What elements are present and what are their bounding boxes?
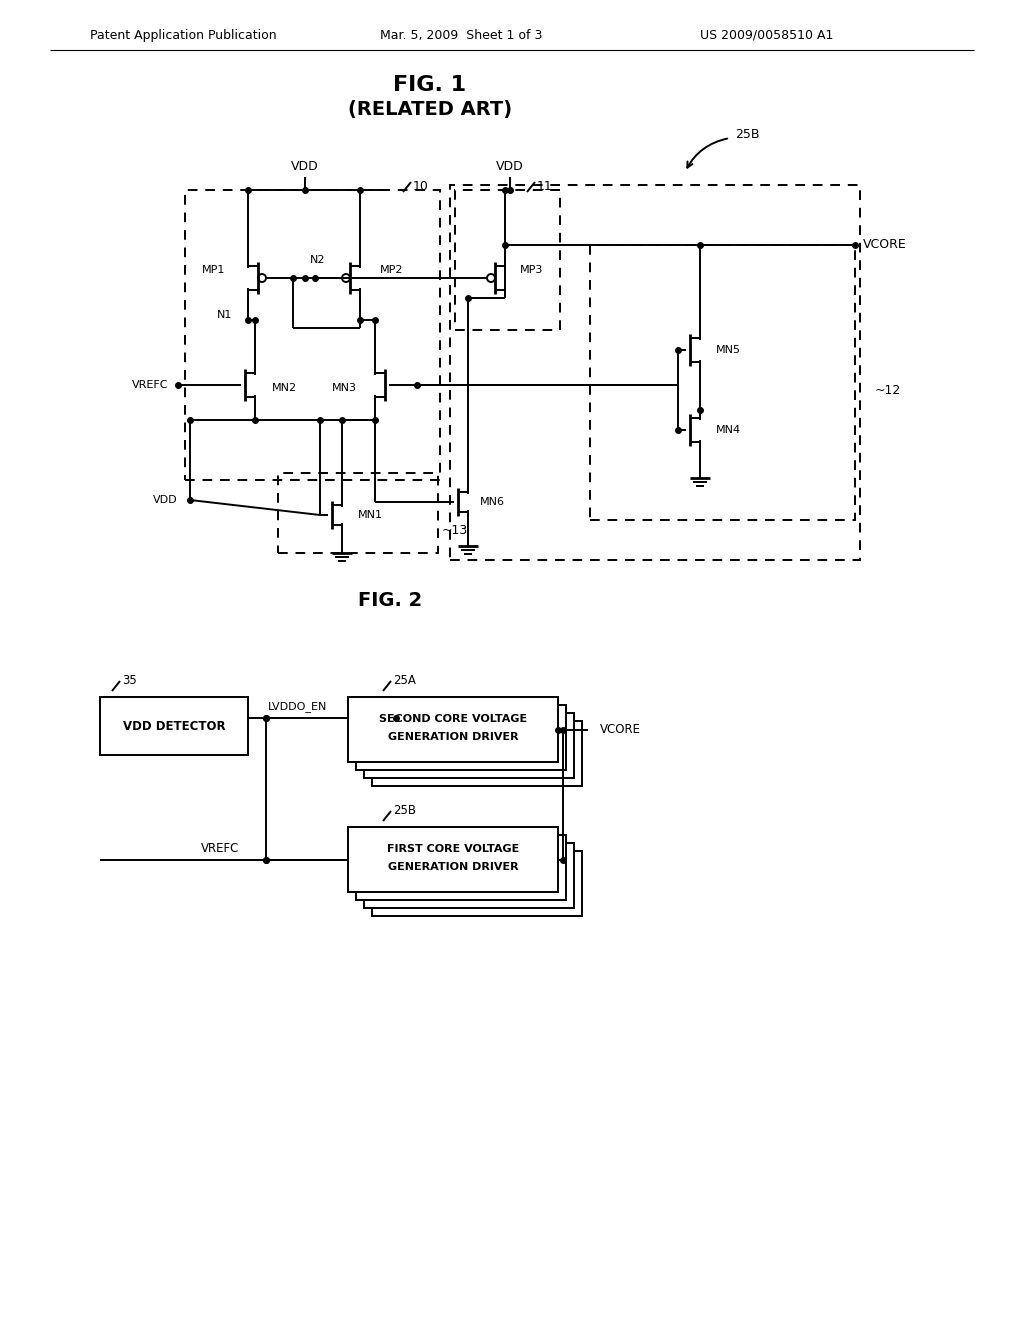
Text: VCORE: VCORE — [600, 723, 641, 737]
Text: 11: 11 — [537, 181, 553, 194]
Bar — [372, 851, 582, 916]
Bar — [348, 828, 558, 892]
Text: MN4: MN4 — [716, 425, 741, 436]
Bar — [278, 473, 438, 553]
Bar — [364, 713, 574, 777]
Text: ~12: ~12 — [874, 384, 901, 396]
Text: Patent Application Publication: Patent Application Publication — [90, 29, 276, 41]
Text: 35: 35 — [122, 675, 137, 688]
Text: 25B: 25B — [735, 128, 760, 141]
Text: 25A: 25A — [393, 675, 416, 688]
Text: (RELATED ART): (RELATED ART) — [348, 100, 512, 120]
Bar — [455, 190, 560, 330]
Text: Mar. 5, 2009  Sheet 1 of 3: Mar. 5, 2009 Sheet 1 of 3 — [380, 29, 543, 41]
Bar — [372, 721, 582, 785]
Text: FIRST CORE VOLTAGE: FIRST CORE VOLTAGE — [387, 845, 519, 854]
Bar — [450, 185, 860, 560]
Text: VDD DETECTOR: VDD DETECTOR — [123, 719, 225, 733]
Text: US 2009/0058510 A1: US 2009/0058510 A1 — [700, 29, 834, 41]
Bar — [590, 246, 855, 520]
Bar — [356, 705, 566, 770]
Text: SECOND CORE VOLTAGE: SECOND CORE VOLTAGE — [379, 714, 527, 725]
Bar — [348, 697, 558, 762]
Text: MP2: MP2 — [380, 265, 403, 275]
Text: MN2: MN2 — [272, 383, 297, 393]
Text: N1: N1 — [217, 310, 232, 319]
Text: LVDDO_EN: LVDDO_EN — [268, 701, 328, 713]
Text: VREFC: VREFC — [201, 842, 240, 855]
Text: GENERATION DRIVER: GENERATION DRIVER — [388, 733, 518, 742]
Text: VDD: VDD — [291, 161, 318, 173]
Text: VREFC: VREFC — [131, 380, 168, 389]
Bar — [364, 843, 574, 908]
Text: ~13: ~13 — [442, 524, 468, 536]
Bar — [100, 697, 248, 755]
Bar — [356, 836, 566, 900]
Text: 25B: 25B — [393, 804, 416, 817]
Text: MP3: MP3 — [520, 265, 544, 275]
Text: MN1: MN1 — [358, 510, 383, 520]
Text: MN6: MN6 — [480, 498, 505, 507]
Text: MP1: MP1 — [202, 265, 225, 275]
Text: GENERATION DRIVER: GENERATION DRIVER — [388, 862, 518, 873]
Text: MN5: MN5 — [716, 345, 741, 355]
Text: FIG. 1: FIG. 1 — [393, 75, 467, 95]
Bar — [185, 190, 440, 480]
Text: VCORE: VCORE — [863, 239, 906, 252]
Text: 10: 10 — [413, 181, 429, 194]
Text: N2: N2 — [310, 255, 326, 265]
Text: VDD: VDD — [496, 161, 524, 173]
Text: VDD: VDD — [154, 495, 178, 506]
Text: FIG. 2: FIG. 2 — [357, 590, 422, 610]
Text: MN3: MN3 — [332, 383, 357, 393]
